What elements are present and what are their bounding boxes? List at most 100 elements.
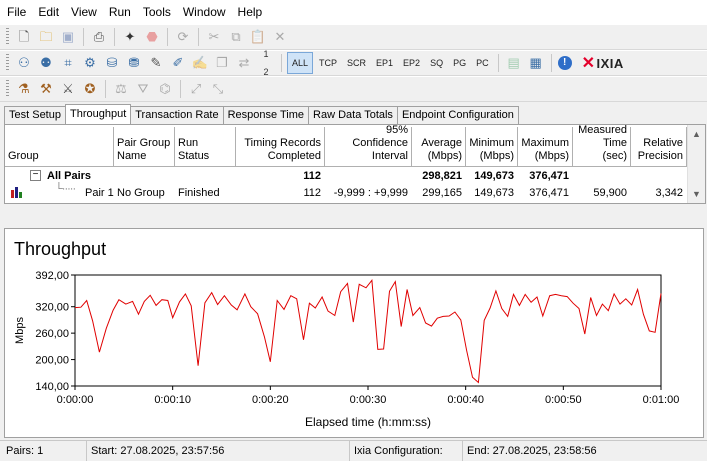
print-icon[interactable]: ⎙ (93, 29, 105, 44)
col-header-run-status[interactable]: Run Status (175, 127, 236, 167)
plot-area-border (74, 274, 662, 387)
toolbar-grip[interactable] (6, 28, 9, 46)
cut-icon[interactable]: ✂ (208, 29, 220, 44)
edit-test-icon[interactable]: ⚒ (40, 81, 52, 96)
tools-icon[interactable]: ⚔ (62, 81, 74, 96)
x-tick-label: 0:00:40 (447, 394, 484, 406)
run-icon[interactable]: ✦ (124, 29, 136, 44)
info-icon[interactable]: ! (557, 56, 572, 70)
swap-icon[interactable]: ⇄ (238, 55, 250, 70)
add-multicast-icon[interactable]: ⚉ (40, 55, 52, 70)
bar-chart-icon[interactable] (11, 186, 23, 198)
menu-run[interactable]: Run (108, 5, 131, 19)
x-tick-label: 0:00:30 (350, 394, 387, 406)
status-pairs: Pairs: 1 (6, 445, 44, 457)
summary-maximum: 376,471 (529, 170, 569, 182)
col-header-measured-time[interactable]: Measured Time (sec) (573, 125, 631, 167)
menu-file[interactable]: File (7, 5, 27, 19)
protocol-pg-button[interactable]: PG (453, 58, 467, 68)
toolbar-separator (105, 80, 106, 98)
save-icon[interactable]: ▣ (61, 29, 75, 44)
toolbar-separator (180, 80, 181, 98)
protocol-pc-button[interactable]: PC (476, 58, 489, 68)
edit-script-icon[interactable]: ✎ (150, 55, 162, 70)
toolbar-grip[interactable] (6, 54, 9, 72)
delete-icon[interactable]: ✕ (274, 29, 286, 44)
graph-icon[interactable]: ⌬ (159, 81, 171, 96)
tree-connector-icon: └····· (55, 183, 76, 195)
pair-run-status: Finished (178, 187, 220, 199)
y-tick-label: 200,00 (35, 355, 69, 367)
tab-transaction-rate[interactable]: Transaction Rate (130, 106, 224, 124)
add-group-icon[interactable]: ⌗ (64, 55, 72, 70)
report-icon[interactable]: ▦ (529, 55, 542, 70)
open-folder-icon[interactable]: 🗀 (39, 29, 53, 44)
menu-view[interactable]: View (71, 5, 97, 19)
toolbar-separator (167, 28, 168, 46)
new-file-icon[interactable]: 🗋 (18, 29, 30, 44)
pair-measured-time: 59,900 (593, 187, 627, 199)
duplicate-icon[interactable]: ❐ (216, 55, 228, 70)
status-ixia-configuration: Ixia Configuration: (349, 441, 464, 461)
configure-icon[interactable]: ⛃ (128, 55, 140, 70)
menu-edit[interactable]: Edit (38, 5, 60, 19)
chart-title: Throughput (14, 239, 107, 259)
menu-tools[interactable]: Tools (142, 5, 171, 19)
x-tick-label: 0:01:00 (643, 394, 680, 406)
protocol-scr-button[interactable]: SCR (347, 58, 367, 68)
col-header-group[interactable]: Group (5, 127, 114, 167)
protocol-ep2-button[interactable]: EP2 (403, 58, 421, 68)
network-icon[interactable]: ⚙ (84, 55, 96, 70)
copy-icon[interactable]: ⧉ (231, 29, 241, 44)
tab-endpoint-configuration[interactable]: Endpoint Configuration (396, 106, 519, 124)
paste-icon[interactable]: 📋 (249, 29, 267, 44)
protocol-sq-button[interactable]: SQ (430, 58, 444, 68)
menu-window[interactable]: Window (182, 5, 226, 19)
collapse-toggle[interactable]: − (30, 170, 41, 181)
add-pair-icon[interactable]: ⚇ (18, 55, 30, 70)
main-toolbar: 🗋 🗀 ▣ ⎙ ✦ ⬣ ⟳ ✂ ⧉ 📋 ✕ (0, 24, 707, 50)
compare-icon[interactable]: ⚖ (115, 81, 127, 96)
table-scrollbar[interactable]: ▲ ▼ (687, 125, 705, 203)
scroll-up-icon[interactable]: ▲ (692, 129, 701, 139)
col-header-average[interactable]: Average (Mbps) (412, 127, 466, 167)
tab-raw-data-totals[interactable]: Raw Data Totals (308, 106, 398, 124)
toolbar-grip[interactable] (6, 80, 9, 98)
col-header-relative-precision[interactable]: Relative Precision (631, 127, 687, 167)
tab-test-setup[interactable]: Test Setup (4, 106, 66, 124)
refresh-icon[interactable]: ⟳ (177, 29, 189, 44)
results-table: Group Pair Group Name Run Status Timing R… (4, 124, 706, 204)
collapse-icon[interactable]: ⤡ (212, 81, 224, 96)
menu-help[interactable]: Help (237, 5, 263, 19)
expand-icon[interactable]: ⤢ (190, 81, 202, 96)
x-tick-label: 0:00:00 (57, 394, 94, 406)
pair-relative-precision: 3,342 (655, 187, 683, 199)
protocol-tcp-button[interactable]: TCP (319, 58, 338, 68)
col-header-timing-records[interactable]: Timing Records Completed (236, 127, 325, 167)
col-header-pair-group-name[interactable]: Pair Group Name (114, 127, 175, 167)
protocol-ep1-button[interactable]: EP1 (376, 58, 394, 68)
pencil-icon[interactable]: ✐ (172, 55, 184, 70)
ixia-logo-mark: ✕ (581, 55, 596, 72)
endpoint-icon[interactable]: ⛁ (106, 55, 118, 70)
throughput-chart[interactable]: 140,00 200,00 260,00 320,00 392,00 0:00:00 0:0… (5, 229, 703, 437)
stop-icon[interactable]: ⬣ (146, 29, 158, 44)
filter-icon[interactable]: ⛛ (137, 81, 149, 96)
toolbar-separator (550, 54, 552, 72)
export-icon[interactable]: ▤ (507, 55, 520, 70)
tab-response-time[interactable]: Response Time (222, 106, 310, 124)
col-header-maximum[interactable]: Maximum (Mbps) (518, 127, 573, 167)
pair-confidence-interval: -9,999 : +9,999 (333, 187, 408, 199)
scroll-down-icon[interactable]: ▼ (692, 189, 701, 199)
tab-throughput[interactable]: Throughput (64, 104, 132, 124)
col-header-confidence-interval[interactable]: 95% Confidence Interval (325, 125, 412, 167)
wizard-icon[interactable]: ✪ (84, 81, 96, 96)
col-header-minimum[interactable]: Minimum (Mbps) (466, 127, 518, 167)
pair-minimum: 149,673 (474, 187, 514, 199)
toolbar-separator (497, 54, 499, 72)
protocol-all-button[interactable]: ALL (287, 52, 314, 74)
rename-icon[interactable]: ✍ (191, 55, 209, 70)
run-test-icon[interactable]: ⚗ (18, 81, 30, 96)
